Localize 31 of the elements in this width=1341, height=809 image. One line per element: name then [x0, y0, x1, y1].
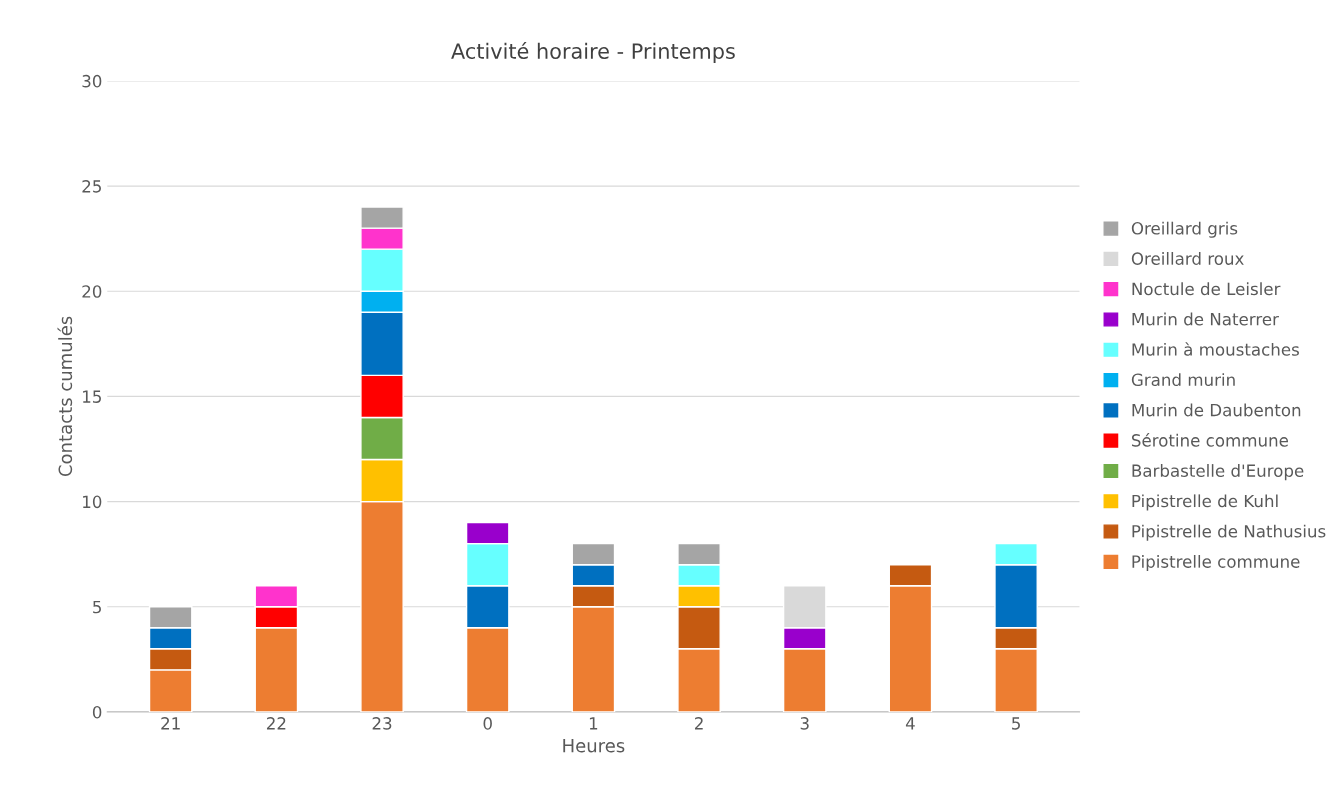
y-tick-label: 10: [83, 495, 102, 509]
x-tick-label: 1: [589, 717, 598, 730]
x-tick-label: 5: [1012, 717, 1020, 730]
x-tick-label: 2: [694, 717, 703, 730]
chart-title: Activité horaire - Printemps: [451, 42, 735, 64]
legend-label: Oreillard gris: [1131, 221, 1238, 238]
y-tick-label: 15: [83, 390, 101, 403]
y-tick-label: 0: [92, 705, 102, 719]
legend-label: Murin de Daubenton: [1132, 403, 1301, 417]
legend-label: Barbastelle d'Europe: [1132, 464, 1304, 481]
legend-label: Pipistrelle commune: [1132, 554, 1300, 572]
legend-label: Sérotine commune: [1131, 433, 1289, 447]
y-tick-label: 30: [82, 74, 102, 88]
legend-label: Murin de Naterrer: [1132, 312, 1279, 326]
x-tick-label: 22: [266, 717, 286, 730]
legend-label: Murin à moustaches: [1132, 342, 1299, 356]
x-tick-label: 3: [800, 717, 809, 730]
legend-label: Noctule de Leisler: [1132, 282, 1281, 296]
y-tick-label: 5: [93, 600, 101, 614]
x-tick-label: 21: [161, 717, 180, 730]
legend-label: Grand murin: [1131, 373, 1235, 387]
x-tick-label: 23: [372, 717, 392, 730]
y-tick-label: 20: [82, 285, 102, 298]
y-tick-label: 25: [82, 180, 101, 193]
x-tick-label: 4: [905, 717, 915, 730]
x-axis-title: Heures: [563, 739, 625, 753]
legend-label: Pipistrelle de Kuhl: [1132, 494, 1278, 511]
legend-label: Oreillard roux: [1131, 252, 1244, 265]
legend-label: Pipistrelle de Nathusius: [1132, 524, 1326, 541]
y-axis-title: Contacts cumulés: [57, 316, 73, 477]
x-tick-label: 0: [483, 717, 492, 730]
